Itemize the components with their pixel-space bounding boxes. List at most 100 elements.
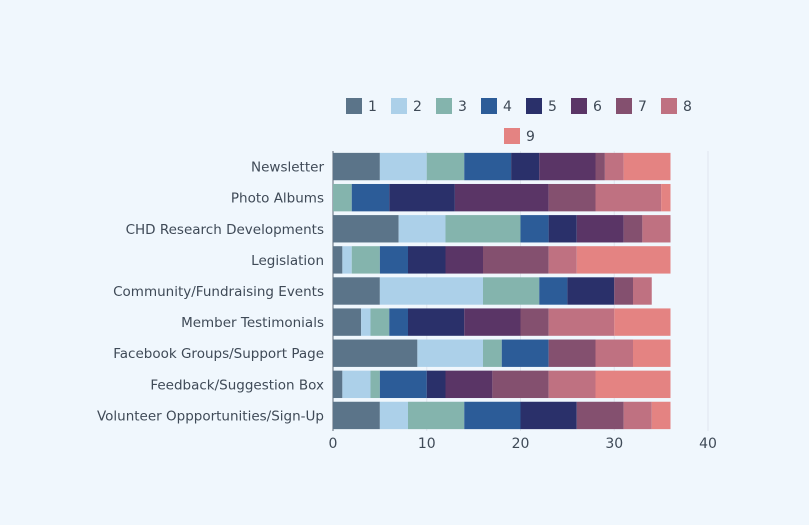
bar-legislation-series-3[interactable] — [351, 246, 380, 274]
bar-feedback-suggestion-box-series-5[interactable] — [426, 370, 446, 399]
bar-facebook-groups-support-page-series-4[interactable] — [501, 339, 549, 367]
bar-volunteer-oppportunities-sign-up-series-7[interactable] — [576, 401, 624, 430]
bar-community-fundraising-events-series-5[interactable] — [567, 277, 615, 305]
bar-community-fundraising-events-series-7[interactable] — [614, 277, 633, 305]
legend-item-2[interactable]: 2 — [391, 98, 422, 115]
bar-photo-albums-series-9[interactable] — [661, 183, 671, 212]
bar-newsletter-series-8[interactable] — [604, 152, 624, 181]
x-tick-label: 20 — [512, 436, 530, 452]
category-label-facebook-groups-support-page: Facebook Groups/Support Page — [113, 346, 324, 362]
legend-item-4[interactable]: 4 — [481, 98, 512, 115]
bar-chd-research-developments-series-6[interactable] — [576, 215, 624, 243]
bar-community-fundraising-events-series-3[interactable] — [483, 277, 540, 305]
category-label-legislation: Legislation — [251, 253, 324, 269]
bar-newsletter-series-3[interactable] — [426, 152, 465, 181]
bar-community-fundraising-events-series-2[interactable] — [379, 277, 483, 305]
legend-swatch-1 — [346, 98, 362, 114]
legend-item-6[interactable]: 6 — [571, 98, 602, 115]
bar-chd-research-developments-series-5[interactable] — [548, 215, 577, 243]
x-tick-label: 0 — [329, 436, 338, 452]
legend: 1 2 3 4 5 6 7 8 9 — [346, 98, 692, 145]
bar-legislation-series-6[interactable] — [445, 246, 484, 274]
legend-item-3[interactable]: 3 — [436, 98, 467, 115]
legend-label: 8 — [683, 99, 692, 115]
x-tick-label: 40 — [699, 436, 717, 452]
bar-chd-research-developments-series-8[interactable] — [642, 215, 671, 243]
legend-swatch-5 — [526, 98, 542, 114]
bar-photo-albums-series-8[interactable] — [595, 183, 662, 212]
bar-photo-albums-series-3[interactable] — [333, 183, 352, 212]
bar-member-testimonials-series-8[interactable] — [548, 308, 615, 336]
bar-newsletter-series-7[interactable] — [595, 152, 605, 181]
legend-swatch-8 — [661, 98, 677, 114]
bar-feedback-suggestion-box-series-7[interactable] — [492, 370, 549, 399]
bar-legislation-series-9[interactable] — [576, 246, 671, 274]
bar-photo-albums-series-4[interactable] — [351, 183, 390, 212]
bar-volunteer-oppportunities-sign-up-series-1[interactable] — [333, 401, 380, 430]
bar-member-testimonials-series-7[interactable] — [520, 308, 549, 336]
bar-feedback-suggestion-box-series-9[interactable] — [595, 370, 671, 399]
bar-chd-research-developments-series-7[interactable] — [623, 215, 643, 243]
bar-facebook-groups-support-page-series-7[interactable] — [548, 339, 596, 367]
bar-community-fundraising-events-series-4[interactable] — [539, 277, 568, 305]
bar-legislation-series-5[interactable] — [408, 246, 446, 274]
legend-label: 2 — [413, 99, 422, 115]
bar-legislation-series-4[interactable] — [379, 246, 408, 274]
bar-feedback-suggestion-box-series-4[interactable] — [379, 370, 427, 399]
bar-chd-research-developments-series-4[interactable] — [520, 215, 549, 243]
bar-volunteer-oppportunities-sign-up-series-8[interactable] — [623, 401, 652, 430]
bar-feedback-suggestion-box-series-3[interactable] — [370, 370, 380, 399]
legend-item-5[interactable]: 5 — [526, 98, 557, 115]
bar-community-fundraising-events-series-1[interactable] — [333, 277, 380, 305]
category-label-member-testimonials: Member Testimonials — [181, 315, 324, 331]
bar-volunteer-oppportunities-sign-up-series-5[interactable] — [520, 401, 577, 430]
bar-photo-albums-series-7[interactable] — [548, 183, 596, 212]
bar-member-testimonials-series-2[interactable] — [361, 308, 371, 336]
bar-facebook-groups-support-page-series-8[interactable] — [595, 339, 634, 367]
bar-newsletter-series-5[interactable] — [511, 152, 540, 181]
legend-item-8[interactable]: 8 — [661, 98, 692, 115]
bar-community-fundraising-events-series-8[interactable] — [633, 277, 652, 305]
legend-label: 6 — [593, 99, 602, 115]
bar-newsletter-series-6[interactable] — [539, 152, 596, 181]
bar-legislation-series-8[interactable] — [548, 246, 577, 274]
bar-facebook-groups-support-page-series-2[interactable] — [417, 339, 483, 367]
bar-facebook-groups-support-page-series-9[interactable] — [633, 339, 671, 367]
bar-photo-albums-series-5[interactable] — [389, 183, 455, 212]
legend-item-9[interactable]: 9 — [504, 128, 535, 145]
bar-feedback-suggestion-box-series-8[interactable] — [548, 370, 596, 399]
bar-member-testimonials-series-6[interactable] — [464, 308, 521, 336]
bar-legislation-series-7[interactable] — [483, 246, 549, 274]
legend-item-7[interactable]: 7 — [616, 98, 647, 115]
legend-label: 9 — [526, 129, 535, 145]
bar-member-testimonials-series-9[interactable] — [614, 308, 671, 336]
bar-chd-research-developments-series-1[interactable] — [333, 215, 399, 243]
bar-newsletter-series-9[interactable] — [623, 152, 671, 181]
bar-feedback-suggestion-box-series-2[interactable] — [342, 370, 371, 399]
bar-chd-research-developments-series-3[interactable] — [445, 215, 521, 243]
bar-facebook-groups-support-page-series-3[interactable] — [483, 339, 502, 367]
legend-item-1[interactable]: 1 — [346, 98, 377, 115]
bar-feedback-suggestion-box-series-6[interactable] — [445, 370, 493, 399]
legend-swatch-6 — [571, 98, 587, 114]
legend-label: 7 — [638, 99, 647, 115]
category-label-newsletter: Newsletter — [251, 160, 324, 176]
bar-legislation-series-1[interactable] — [333, 246, 343, 274]
bar-volunteer-oppportunities-sign-up-series-2[interactable] — [379, 401, 408, 430]
bar-member-testimonials-series-5[interactable] — [408, 308, 465, 336]
bar-volunteer-oppportunities-sign-up-series-3[interactable] — [408, 401, 465, 430]
bar-chd-research-developments-series-2[interactable] — [398, 215, 446, 243]
bar-facebook-groups-support-page-series-1[interactable] — [333, 339, 418, 367]
bar-volunteer-oppportunities-sign-up-series-9[interactable] — [651, 401, 671, 430]
bar-volunteer-oppportunities-sign-up-series-4[interactable] — [464, 401, 521, 430]
bar-legislation-series-2[interactable] — [342, 246, 352, 274]
bar-photo-albums-series-6[interactable] — [454, 183, 549, 212]
bar-newsletter-series-1[interactable] — [333, 152, 380, 181]
bar-member-testimonials-series-4[interactable] — [389, 308, 408, 336]
bar-newsletter-series-4[interactable] — [464, 152, 512, 181]
bar-feedback-suggestion-box-series-1[interactable] — [333, 370, 343, 399]
bar-member-testimonials-series-1[interactable] — [333, 308, 362, 336]
bar-member-testimonials-series-3[interactable] — [370, 308, 390, 336]
category-label-community-fundraising-events: Community/Fundraising Events — [113, 284, 324, 300]
bar-newsletter-series-2[interactable] — [379, 152, 427, 181]
